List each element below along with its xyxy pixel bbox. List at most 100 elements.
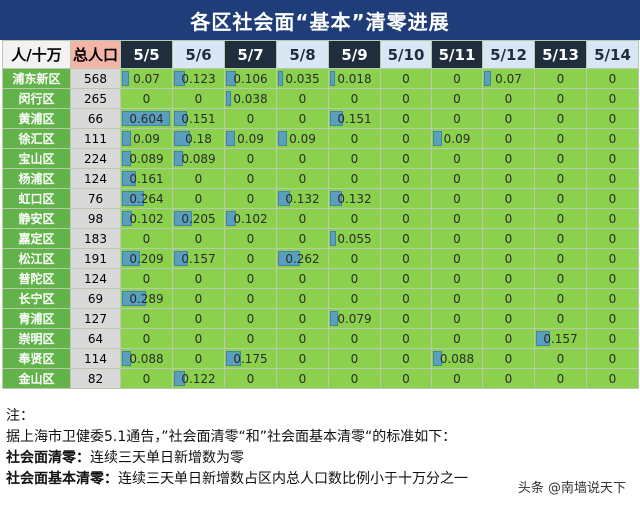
- rate-value: 0: [246, 311, 255, 326]
- rate-cell: 0.035: [276, 68, 329, 89]
- rate-value: 0: [504, 211, 513, 226]
- rate-cell: 0: [120, 308, 173, 329]
- rate-value: 0: [556, 171, 565, 186]
- rate-cell: 0: [586, 68, 639, 89]
- rate-value: 0: [608, 311, 617, 326]
- district-name: 虹口区: [2, 188, 71, 209]
- rate-value: 0: [556, 131, 565, 146]
- rate-value: 0: [608, 171, 617, 186]
- rate-value: 0: [608, 331, 617, 346]
- rate-value: 0: [298, 371, 307, 386]
- rate-cell: 0.09: [431, 128, 483, 149]
- rate-cell: 0: [224, 148, 277, 169]
- rate-bar: [226, 71, 237, 86]
- rate-value: 0: [402, 251, 410, 266]
- rate-value: 0.106: [233, 71, 268, 86]
- rate-value: 0: [453, 151, 461, 166]
- rate-cell: 0: [224, 188, 277, 209]
- rate-cell: 0: [586, 288, 639, 309]
- rate-cell: 0: [224, 248, 277, 269]
- rate-cell: 0.07: [120, 68, 173, 89]
- population-cell: 265: [70, 88, 121, 109]
- rate-cell: 0: [586, 88, 639, 109]
- rate-cell: 0: [534, 208, 587, 229]
- rate-cell: 0: [586, 308, 639, 329]
- rate-cell: 0: [380, 108, 432, 129]
- rate-cell: 0: [224, 108, 277, 129]
- rate-value: 0: [504, 131, 513, 146]
- rate-value: 0: [194, 291, 203, 306]
- rate-cell: 0: [482, 308, 535, 329]
- rate-value: 0: [402, 71, 410, 86]
- rate-bar: [122, 211, 132, 226]
- definition-clear: 社会面清零：连续三天单日新增数为零: [6, 448, 634, 469]
- rate-cell: 0.264: [120, 188, 173, 209]
- table-row: 静安区 98 0.102 0.205 0.102 0 0 0 0 0 0 0: [2, 208, 639, 229]
- rate-cell: 0: [380, 248, 432, 269]
- rate-cell: 0.09: [276, 128, 329, 149]
- rate-value: 0: [402, 91, 410, 106]
- rate-value: 0.157: [543, 331, 578, 346]
- table-row: 宝山区 224 0.089 0.089 0 0 0 0 0 0 0 0: [2, 148, 639, 169]
- rate-cell: 0: [120, 88, 173, 109]
- rate-cell: 0: [172, 88, 225, 109]
- rate-value: 0: [556, 271, 565, 286]
- rate-value: 0: [608, 211, 617, 226]
- rate-value: 0.122: [181, 371, 216, 386]
- rate-value: 0: [608, 291, 617, 306]
- rate-bar: [174, 251, 188, 266]
- rate-cell: 0.038: [224, 88, 277, 109]
- rate-value: 0: [350, 331, 359, 346]
- rate-cell: 0: [534, 68, 587, 89]
- rate-value: 0.089: [181, 151, 216, 166]
- rate-cell: 0.106: [224, 68, 277, 89]
- population-cell: 82: [70, 368, 121, 389]
- rate-bar: [226, 211, 236, 226]
- rate-value: 0: [298, 351, 307, 366]
- rate-cell: 0: [276, 88, 329, 109]
- rate-cell: 0: [328, 328, 381, 349]
- definition-clear-text: 连续三天单日新增数为零: [90, 450, 244, 466]
- rate-cell: 0.18: [172, 128, 225, 149]
- rate-value: 0: [298, 91, 307, 106]
- rate-cell: 0: [534, 348, 587, 369]
- rate-cell: 0.102: [224, 208, 277, 229]
- rate-cell: 0: [380, 308, 432, 329]
- rate-cell: 0.157: [534, 328, 587, 349]
- rate-cell: 0: [328, 368, 381, 389]
- rate-value: 0: [142, 311, 151, 326]
- rate-value: 0: [453, 251, 461, 266]
- rate-value: 0: [246, 251, 255, 266]
- header-date: 5/10: [380, 40, 432, 69]
- rate-cell: 0.161: [120, 168, 173, 189]
- district-name: 普陀区: [2, 268, 71, 289]
- rate-value: 0: [194, 91, 203, 106]
- rate-cell: 0: [482, 268, 535, 289]
- rate-cell: 0: [224, 308, 277, 329]
- rate-cell: 0: [380, 268, 432, 289]
- rate-value: 0: [194, 331, 203, 346]
- rate-value: 0: [608, 71, 617, 86]
- rate-cell: 0: [586, 268, 639, 289]
- rate-value: 0: [402, 331, 410, 346]
- rate-bar: [174, 371, 186, 386]
- rate-value: 0: [350, 131, 359, 146]
- rate-cell: 0.151: [328, 108, 381, 129]
- rate-cell: 0: [431, 148, 483, 169]
- rate-value: 0.132: [285, 191, 320, 206]
- rate-bar: [330, 71, 336, 86]
- rate-bar: [330, 191, 343, 206]
- watermark: 头条 @南墙说天下: [513, 476, 630, 497]
- population-cell: 98: [70, 208, 121, 229]
- table-row: 虹口区 76 0.264 0 0 0.132 0.132 0 0 0 0 0: [2, 188, 639, 209]
- rate-value: 0.07: [495, 71, 522, 86]
- rate-cell: 0: [380, 88, 432, 109]
- rate-value: 0: [556, 251, 565, 266]
- rate-cell: 0: [120, 368, 173, 389]
- rate-bar: [122, 351, 131, 366]
- rate-cell: 0: [172, 308, 225, 329]
- rate-cell: 0: [586, 228, 639, 249]
- table-row: 徐汇区 111 0.09 0.18 0.09 0.09 0 0 0.09 0 0 0: [2, 128, 639, 149]
- rate-cell: 0: [224, 368, 277, 389]
- rate-value: 0: [608, 271, 617, 286]
